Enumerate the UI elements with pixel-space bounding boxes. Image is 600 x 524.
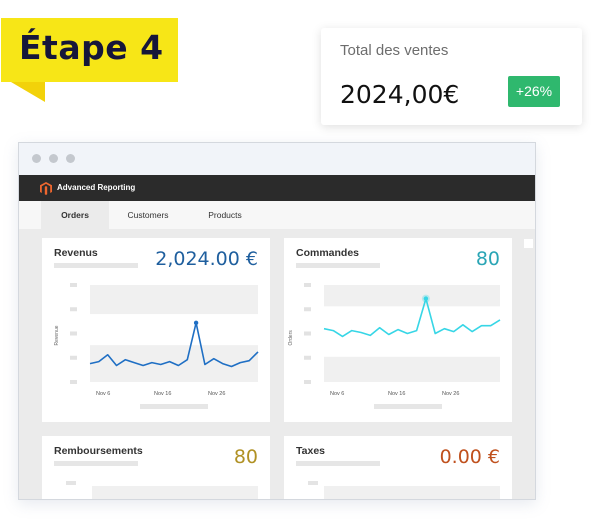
taxes-chart-placeholder (308, 481, 500, 499)
y-tick-placeholder (70, 307, 77, 312)
x-tick-label: Nov 26 (442, 391, 459, 397)
window-dot-icon (66, 154, 75, 163)
browser-window: Advanced Reporting Orders Customers Prod… (18, 142, 536, 500)
commandes-chart: Orders Nov 6 Nov 16 Nov 26 (288, 283, 501, 409)
series-line (323, 297, 501, 338)
app-title: Advanced Reporting (57, 183, 136, 192)
card-title: Remboursements (54, 445, 143, 457)
x-tick-label: Nov 16 (388, 391, 405, 397)
x-tick-label: Nov 16 (154, 391, 171, 397)
x-tick-label: Nov 26 (208, 391, 225, 397)
y-tick-placeholder (304, 307, 311, 312)
y-tick-placeholder (304, 283, 311, 287)
card-subtitle-placeholder (296, 461, 380, 466)
y-axis-label: Revenue (54, 325, 60, 345)
window-dot-icon (49, 154, 58, 163)
card-subtitle-placeholder (54, 461, 138, 466)
total-sales-value: 2024,00€ (340, 80, 460, 109)
total-sales-label: Total des ventes (340, 42, 449, 59)
card-title: Revenus (54, 247, 98, 259)
x-axis-label-placeholder (374, 404, 442, 409)
scrollbar-handle[interactable] (524, 239, 533, 248)
x-tick-label: Nov 6 (330, 391, 344, 397)
grid-band (324, 285, 500, 307)
grid-band (324, 356, 500, 382)
y-tick-placeholder (70, 331, 77, 336)
revenus-chart: Revenue Nov 6 Nov 16 Nov 26 (54, 283, 259, 409)
dashboard-content: Revenus 2,024.00 € Revenue Nov 6 Nov 16 Nov… (19, 229, 535, 499)
card-title: Commandes (296, 247, 360, 259)
total-sales-card: Total des ventes 2024,00€ +26% (321, 28, 582, 125)
taxes-card: Taxes 0.00 € (284, 436, 512, 499)
revenus-value: 2,024.00 € (155, 248, 258, 270)
card-title: Taxes (296, 445, 325, 457)
peak-point (423, 296, 429, 301)
commandes-card: Commandes 80 Orders Nov 6 Nov 16 Nov 26 (284, 238, 512, 422)
y-tick-placeholder (304, 331, 311, 336)
y-tick-placeholder (304, 355, 311, 360)
remboursements-value: 80 (233, 446, 258, 468)
badge-tail (11, 82, 45, 102)
app-header: Advanced Reporting (19, 175, 535, 201)
browser-titlebar (19, 143, 535, 175)
x-axis-label-placeholder (140, 404, 208, 409)
taxes-value: 0.00 € (439, 446, 500, 468)
commandes-value: 80 (475, 248, 500, 270)
y-tick-placeholder (70, 380, 77, 384)
y-tick-placeholder (70, 283, 77, 287)
peak-point (193, 320, 199, 326)
y-tick-placeholder (304, 380, 311, 384)
y-tick-placeholder (70, 355, 77, 360)
series-line (89, 322, 259, 368)
change-badge: +26% (508, 76, 560, 107)
card-subtitle-placeholder (54, 263, 138, 268)
tab-customers[interactable]: Customers (127, 210, 169, 220)
y-axis-label: Orders (288, 330, 294, 346)
step-badge: Étape 4 (1, 18, 178, 102)
report-tabs: Orders Customers Products (19, 201, 535, 229)
window-dot-icon (32, 154, 41, 163)
remboursements-card: Remboursements 80 (42, 436, 270, 499)
card-subtitle-placeholder (296, 263, 380, 268)
magento-logo-icon (40, 182, 52, 195)
grid-band (90, 285, 258, 315)
remboursements-chart-placeholder (66, 481, 258, 499)
tab-orders[interactable]: Orders (41, 201, 109, 229)
x-tick-label: Nov 6 (96, 391, 110, 397)
step-label: Étape 4 (19, 28, 164, 67)
revenus-card: Revenus 2,024.00 € Revenue Nov 6 Nov 16 Nov… (42, 238, 270, 422)
tab-products[interactable]: Products (208, 210, 242, 220)
